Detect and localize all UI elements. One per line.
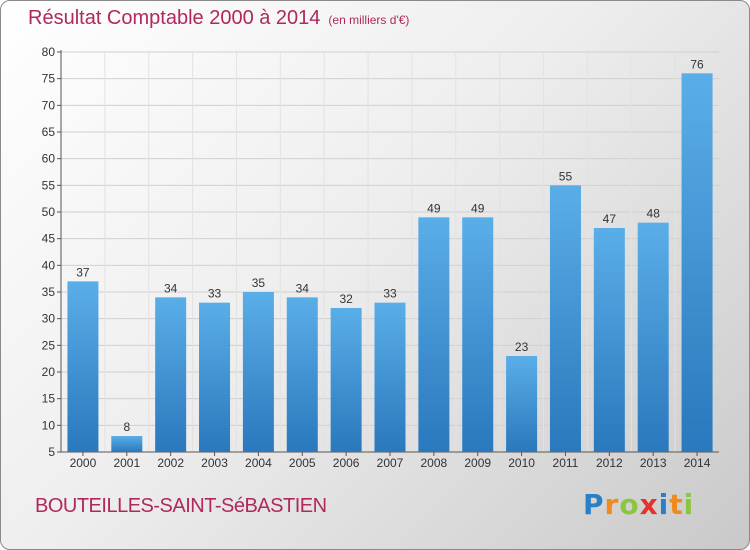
data-label-2004: 35: [252, 276, 266, 290]
bar-2001: [111, 436, 143, 452]
bar-2004: [242, 292, 274, 452]
logo-letter: x: [639, 488, 659, 521]
bar-2011: [549, 185, 581, 453]
proxiti-logo: Proxiti: [583, 488, 694, 521]
chart-title-text: Résultat Comptable 2000 à 2014: [28, 7, 321, 29]
bar-2008: [418, 217, 450, 452]
data-label-2009: 49: [471, 201, 485, 215]
data-label-2011: 55: [559, 169, 573, 183]
x-tick-label-2002: 2002: [157, 456, 184, 470]
y-tick-label-80: 80: [42, 45, 56, 59]
logo-letter: t: [669, 488, 684, 521]
chart-title: Résultat Comptable 2000 à 2014 (en millie…: [28, 7, 409, 30]
x-tick-label-2001: 2001: [113, 456, 140, 470]
logo-letter: r: [604, 488, 620, 521]
data-label-2012: 47: [603, 212, 617, 226]
x-tick-label-2012: 2012: [596, 456, 623, 470]
y-tick-label-40: 40: [42, 258, 56, 272]
commune-name: BOUTEILLES-SAINT-SéBASTIEN: [35, 495, 327, 517]
data-label-2005: 34: [296, 281, 310, 295]
x-tick-label-2003: 2003: [201, 456, 228, 470]
data-label-2002: 34: [164, 281, 178, 295]
x-tick-label-2006: 2006: [333, 456, 360, 470]
y-tick-label-20: 20: [42, 365, 56, 379]
y-tick-label-70: 70: [42, 98, 56, 112]
data-label-2014: 76: [690, 57, 704, 71]
labels: 5 10 15 20 25 30 35 40 45 50 55 60 65 70 75 80 2000 37 200…: [42, 45, 711, 470]
bar-2009: [462, 217, 494, 452]
bar-2003: [199, 302, 231, 452]
y-tick-label-45: 45: [42, 232, 56, 246]
x-tick-label-2005: 2005: [289, 456, 316, 470]
y-tick-label-65: 65: [42, 125, 56, 139]
data-label-2007: 33: [383, 287, 397, 301]
data-label-2001: 8: [123, 420, 130, 434]
data-label-2006: 32: [339, 292, 353, 306]
bars: [67, 73, 713, 453]
x-tick-label-2004: 2004: [245, 456, 272, 470]
bar-2013: [637, 222, 669, 452]
y-tick-label-75: 75: [42, 72, 56, 86]
logo-letter: i: [683, 488, 695, 521]
chart-subtitle: (en milliers d'€): [328, 13, 410, 27]
x-tick-label-2009: 2009: [464, 456, 491, 470]
bar-2010: [506, 356, 538, 452]
logo-letter: i: [658, 488, 670, 521]
bar-2002: [155, 297, 187, 452]
data-label-2000: 37: [76, 265, 90, 279]
data-label-2008: 49: [427, 201, 441, 215]
data-label-2013: 48: [647, 207, 661, 221]
bar-2014: [681, 73, 713, 452]
y-tick-label-35: 35: [42, 285, 56, 299]
bar-2006: [330, 308, 362, 452]
y-tick-label-55: 55: [42, 178, 56, 192]
logo-letter: P: [583, 488, 605, 521]
x-tick-label-2000: 2000: [70, 456, 97, 470]
x-tick-label-2010: 2010: [508, 456, 535, 470]
bar-2005: [286, 297, 318, 452]
y-tick-label-25: 25: [42, 338, 56, 352]
x-tick-label-2014: 2014: [684, 456, 711, 470]
y-tick-label-50: 50: [42, 205, 56, 219]
y-tick-label-60: 60: [42, 152, 56, 166]
data-label-2010: 23: [515, 340, 529, 354]
y-tick-label-30: 30: [42, 312, 56, 326]
bar-2000: [67, 281, 99, 452]
bar-2007: [374, 302, 406, 452]
data-label-2003: 33: [208, 287, 222, 301]
x-tick-label-2007: 2007: [377, 456, 404, 470]
x-tick-label-2011: 2011: [553, 456, 579, 470]
logo-letter: o: [619, 488, 640, 521]
y-tick-label-10: 10: [42, 418, 56, 432]
bar-2012: [593, 228, 625, 452]
x-tick-label-2013: 2013: [640, 456, 667, 470]
x-tick-label-2008: 2008: [421, 456, 448, 470]
y-tick-label-5: 5: [48, 445, 55, 459]
y-tick-label-15: 15: [42, 392, 56, 406]
